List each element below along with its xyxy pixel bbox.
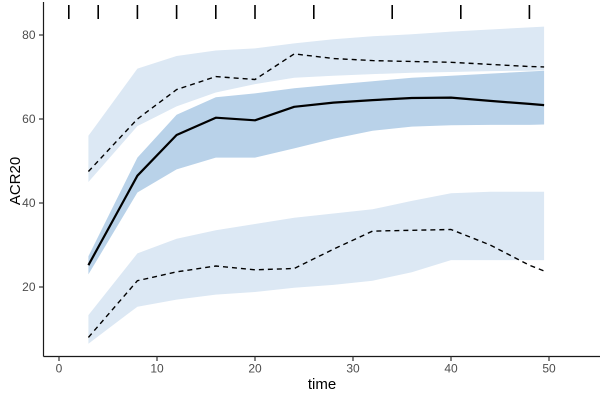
upper-dashed-curve bbox=[87, 53, 545, 172]
rug-marks bbox=[68, 5, 531, 19]
ribbons-layer bbox=[88, 26, 545, 344]
x-tick-label: 10 bbox=[150, 362, 164, 376]
y-axis-title: ACR20 bbox=[7, 157, 24, 205]
x-axis-title: time bbox=[308, 376, 336, 393]
x-tick-label: 30 bbox=[346, 362, 360, 376]
mean-solid-curve bbox=[87, 96, 545, 266]
ribbon-upper-dashed-curve bbox=[88, 26, 545, 182]
ribbon-mean-solid-curve bbox=[88, 70, 545, 275]
axes-layer: 0 10 20 30 40 50 20 40 60 80 time ACR20 bbox=[7, 2, 600, 393]
y-tick-label: 20 bbox=[22, 280, 36, 294]
y-tick-label: 40 bbox=[22, 196, 36, 210]
ribbon-lower-dashed-curve bbox=[88, 191, 545, 344]
y-tick-label: 80 bbox=[22, 28, 36, 42]
x-tick-label: 50 bbox=[542, 362, 556, 376]
x-tick-label: 0 bbox=[56, 362, 63, 376]
curves-layer bbox=[87, 53, 545, 338]
y-tick-label: 60 bbox=[22, 112, 36, 126]
x-tick-label: 20 bbox=[248, 362, 262, 376]
x-tick-label: 40 bbox=[444, 362, 458, 376]
